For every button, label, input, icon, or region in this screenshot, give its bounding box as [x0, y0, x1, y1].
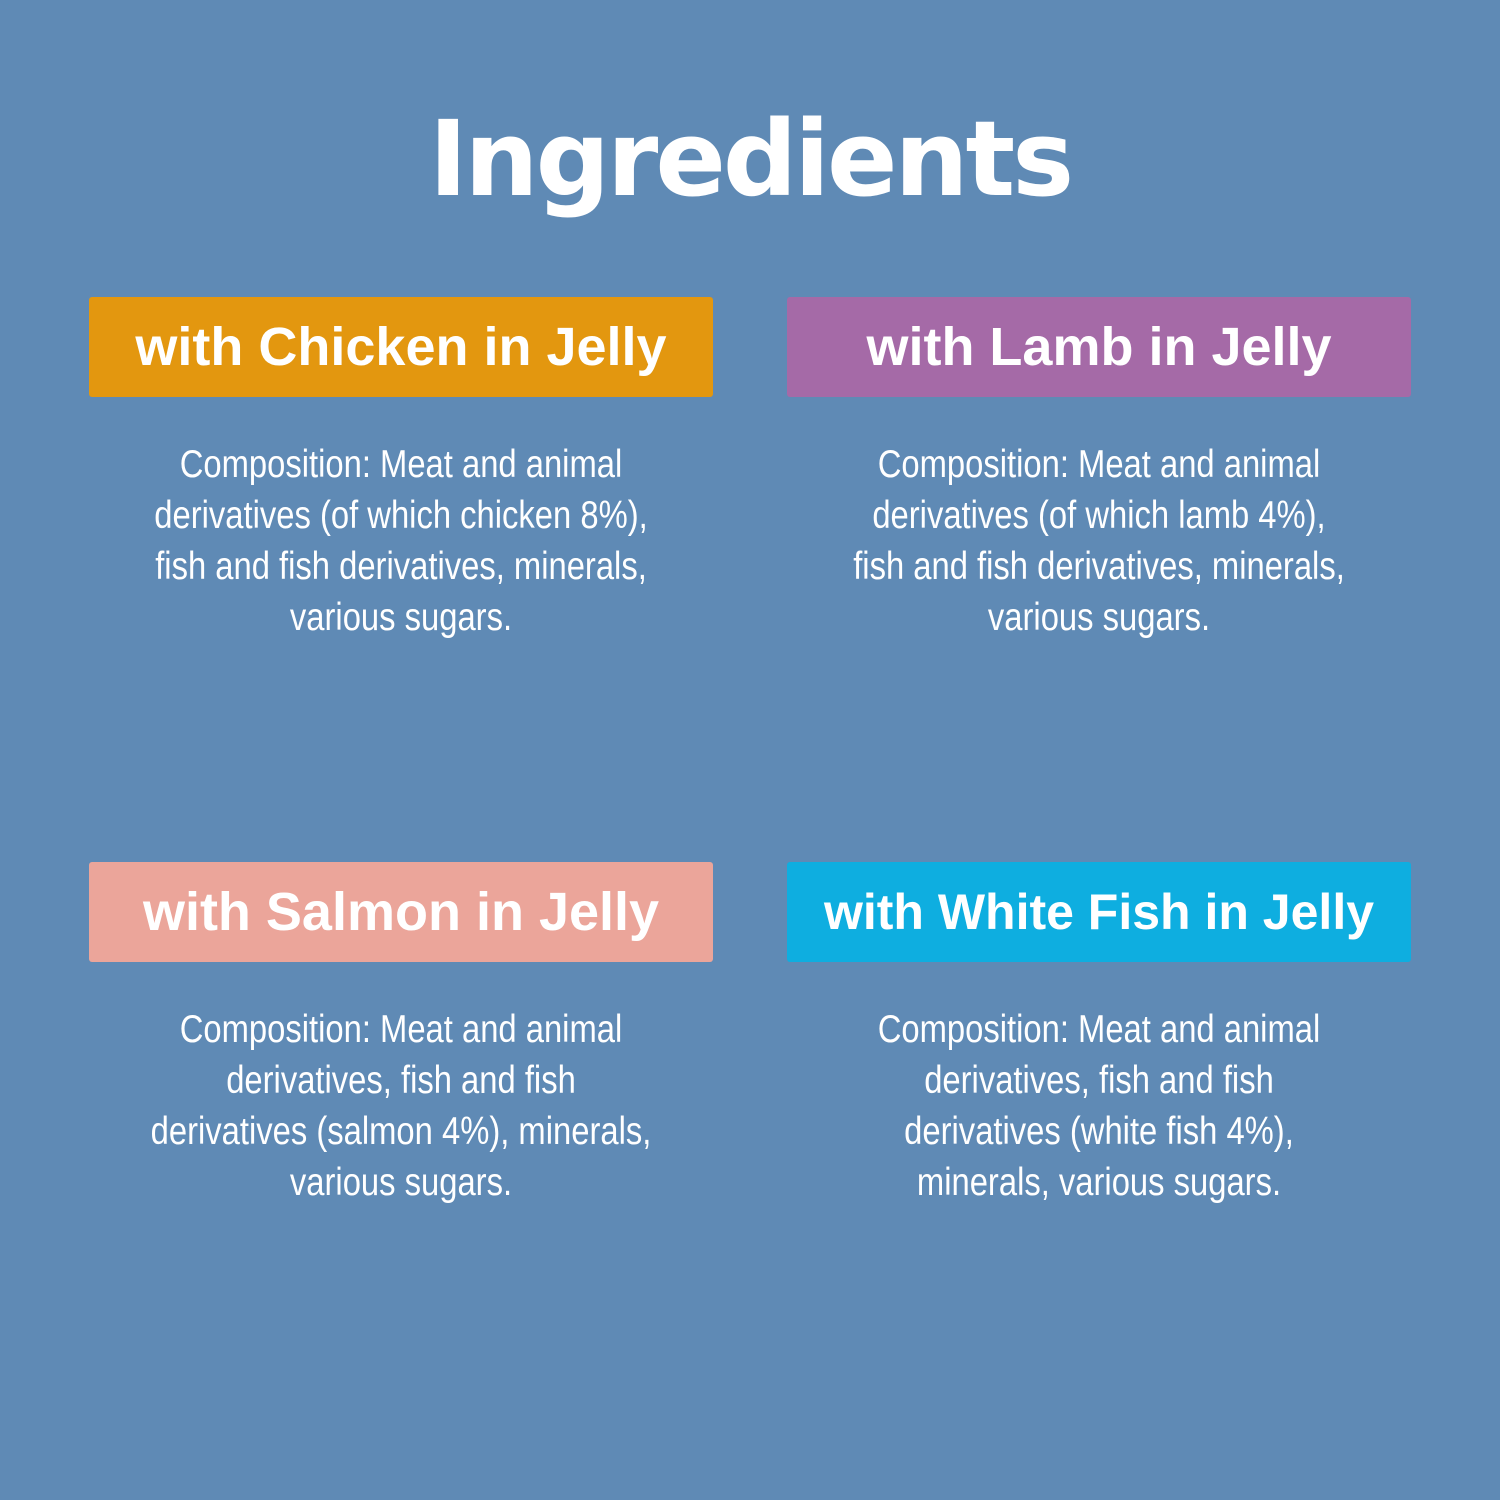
- composition-line: derivatives (of which chicken 8%),: [154, 494, 648, 537]
- variant-label-white-fish: with White Fish in Jelly: [787, 862, 1411, 962]
- composition-text: Composition: Meat and animal derivatives…: [787, 1004, 1411, 1208]
- composition-line: derivatives, fish and fish: [924, 1059, 1274, 1102]
- composition-line: Composition: Meat and animal: [877, 443, 1321, 486]
- composition-text: Composition: Meat and animal derivatives…: [787, 439, 1411, 643]
- page-title: Ingredients: [428, 98, 1074, 220]
- composition-line: derivatives, fish and fish: [226, 1059, 576, 1102]
- composition-line: derivatives (salmon 4%), minerals,: [150, 1110, 652, 1153]
- variant-label-chicken: with Chicken in Jelly: [89, 297, 713, 397]
- composition-line: derivatives (white fish 4%),: [904, 1110, 1294, 1153]
- variant-label-lamb: with Lamb in Jelly: [787, 297, 1411, 397]
- variant-label-text: with Lamb in Jelly: [866, 317, 1332, 377]
- variant-label-text: with Salmon in Jelly: [142, 882, 660, 942]
- composition-line: various sugars.: [289, 1161, 513, 1204]
- composition-line: fish and fish derivatives, minerals,: [853, 545, 1345, 588]
- composition-line: various sugars.: [289, 596, 513, 639]
- composition-line: fish and fish derivatives, minerals,: [155, 545, 647, 588]
- composition-line: derivatives (of which lamb 4%),: [872, 494, 1326, 537]
- composition-line: various sugars.: [987, 596, 1211, 639]
- composition-line: Composition: Meat and animal: [179, 443, 623, 486]
- composition-text: Composition: Meat and animal derivatives…: [89, 439, 713, 643]
- variant-chicken: with Chicken in Jelly Composition: Meat …: [89, 297, 713, 643]
- variant-label-salmon: with Salmon in Jelly: [89, 862, 713, 962]
- composition-text: Composition: Meat and animal derivatives…: [89, 1004, 713, 1208]
- composition-line: minerals, various sugars.: [916, 1161, 1282, 1204]
- variant-lamb: with Lamb in Jelly Composition: Meat and…: [787, 297, 1411, 643]
- variant-white-fish: with White Fish in Jelly Composition: Me…: [787, 862, 1411, 1208]
- composition-line: Composition: Meat and animal: [179, 1008, 623, 1051]
- variant-label-text: with Chicken in Jelly: [135, 317, 667, 377]
- variant-label-text: with White Fish in Jelly: [823, 884, 1375, 940]
- composition-line: Composition: Meat and animal: [877, 1008, 1321, 1051]
- variant-salmon: with Salmon in Jelly Composition: Meat a…: [89, 862, 713, 1208]
